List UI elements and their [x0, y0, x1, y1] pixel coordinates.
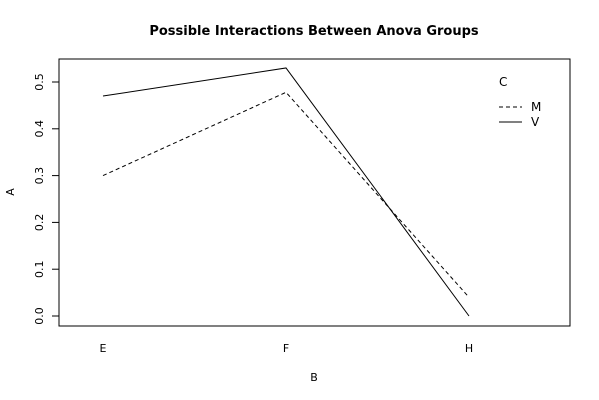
y-tick-label: 0.0 [33, 307, 46, 325]
legend-label-v: V [531, 115, 540, 129]
y-axis: 0.0 0.1 0.2 0.3 0.4 0.5 [33, 73, 59, 325]
y-axis-label: A [4, 188, 17, 196]
plot-frame [58, 58, 571, 327]
series-lines [102, 67, 470, 317]
y-tick-label: 0.2 [33, 214, 46, 232]
y-tick-label: 0.3 [33, 167, 46, 185]
x-tick-label: H [465, 342, 473, 355]
x-axis-label: B [310, 371, 318, 384]
x-tick-label: F [283, 342, 289, 355]
x-tick-label: E [100, 342, 107, 355]
chart-title: Possible Interactions Between Anova Grou… [149, 24, 479, 39]
legend-title: C [499, 75, 507, 89]
legend-label-m: M [531, 100, 541, 114]
series-line-v [102, 67, 470, 317]
y-tick-label: 0.1 [33, 260, 46, 278]
y-tick-label: 0.5 [33, 73, 46, 91]
legend: C MV [499, 75, 541, 129]
series-line-m [102, 91, 470, 298]
y-tick-label: 0.4 [33, 120, 46, 138]
